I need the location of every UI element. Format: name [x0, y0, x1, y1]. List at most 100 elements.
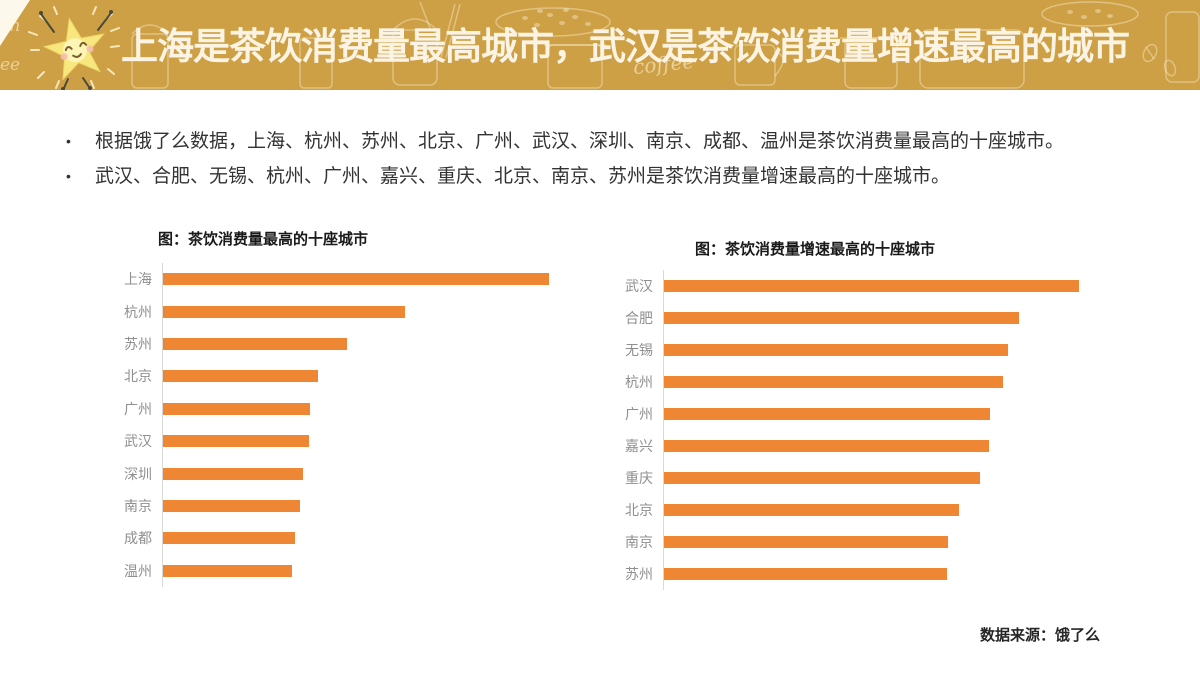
- chart-top-growth-cities: 图：茶饮消费量增速最高的十座城市 武汉合肥无锡杭州广州嘉兴重庆北京南京苏州: [614, 241, 1124, 590]
- bar: [163, 402, 310, 415]
- bullet-item-1: • 根据饿了么数据，上海、杭州、苏州、北京、广州、武汉、深圳、南京、成都、温州是…: [66, 130, 1064, 153]
- chart-row: 温州: [113, 554, 583, 587]
- category-label: 嘉兴: [625, 438, 653, 454]
- bar-track: [162, 263, 583, 296]
- chart-title: 图：茶饮消费量增速最高的十座城市: [695, 241, 936, 258]
- chart-row: 苏州: [614, 558, 1124, 590]
- chart-row: 杭州: [113, 295, 583, 328]
- category-label: 成都: [124, 530, 152, 547]
- bar: [664, 280, 1079, 292]
- header-banner: sh ee coffee: [0, 0, 1200, 90]
- bar-track: [162, 360, 583, 393]
- banner-doodles: [131, 1, 1200, 89]
- bullet-text-1: 根据饿了么数据，上海、杭州、苏州、北京、广州、武汉、深圳、南京、成都、温州是茶饮…: [95, 131, 1065, 152]
- doodle-word-sh: sh: [1, 16, 21, 36]
- bar: [163, 532, 295, 545]
- bar-track: [663, 270, 1124, 302]
- bar-track: [162, 457, 583, 490]
- bar-track: [663, 334, 1124, 366]
- bullet-item-2: • 武汉、合肥、无锡、杭州、广州、嘉兴、重庆、北京、南京、苏州是茶饮消费量增速最…: [66, 165, 1064, 188]
- bar-track: [162, 424, 583, 458]
- chart-row: 杭州: [614, 366, 1124, 398]
- chart-row: 深圳: [113, 457, 583, 490]
- bar-track: [663, 430, 1124, 462]
- bullet-text-2: 武汉、合肥、无锡、杭州、广州、嘉兴、重庆、北京、南京、苏州是茶饮消费量增速最高的…: [95, 166, 951, 187]
- chart-plot-area: 武汉合肥无锡杭州广州嘉兴重庆北京南京苏州: [614, 270, 1124, 590]
- category-label: 北京: [124, 368, 152, 385]
- bar-track: [663, 494, 1124, 526]
- bar-track: [162, 522, 583, 555]
- chart-row: 重庆: [614, 462, 1124, 494]
- bar: [664, 408, 990, 420]
- doodle-word-ee: ee: [0, 55, 21, 75]
- chart-row: 合肥: [614, 302, 1124, 334]
- bar: [664, 472, 980, 484]
- category-label: 杭州: [625, 374, 653, 390]
- chart-title: 图：茶饮消费量最高的十座城市: [158, 231, 369, 248]
- bar: [163, 435, 309, 448]
- chart-row: 北京: [113, 360, 583, 393]
- bar-track: [663, 366, 1124, 398]
- bar: [664, 568, 947, 580]
- chart-row: 南京: [113, 489, 583, 523]
- chart-row: 苏州: [113, 327, 583, 361]
- category-label: 苏州: [124, 335, 152, 352]
- category-label: 温州: [124, 562, 152, 579]
- bar: [163, 499, 300, 512]
- chart-plot-area: 上海杭州苏州北京广州武汉深圳南京成都温州: [113, 263, 583, 587]
- bullet-dot: •: [66, 133, 71, 149]
- category-label: 广州: [625, 406, 653, 422]
- bar: [664, 440, 989, 452]
- bar-track: [162, 489, 583, 523]
- chart-row: 嘉兴: [614, 430, 1124, 462]
- category-label: 北京: [625, 502, 653, 518]
- bar-track: [663, 462, 1124, 494]
- bar: [664, 376, 1003, 388]
- category-label: 杭州: [124, 303, 152, 320]
- bar: [163, 564, 292, 577]
- chart-row: 广州: [113, 392, 583, 425]
- category-label: 合肥: [625, 310, 653, 326]
- data-source-note: 数据来源：饿了么: [980, 627, 1101, 644]
- chart-row: 成都: [113, 522, 583, 555]
- category-label: 南京: [124, 497, 152, 514]
- category-label: 苏州: [625, 566, 653, 582]
- category-label: 广州: [124, 400, 152, 417]
- category-label: 上海: [124, 271, 152, 288]
- bar: [163, 273, 549, 286]
- category-label: 深圳: [124, 465, 152, 482]
- bar-track: [162, 392, 583, 425]
- category-label: 武汉: [625, 278, 653, 294]
- bar: [163, 337, 347, 350]
- bar: [163, 467, 303, 480]
- bar: [163, 370, 318, 383]
- bar: [664, 504, 959, 516]
- chart-row: 无锡: [614, 334, 1124, 366]
- page-title: 上海是茶饮消费量最高城市，武汉是茶饮消费量增速最高的城市: [121, 26, 1130, 67]
- bar: [163, 305, 405, 318]
- bar: [664, 312, 1019, 324]
- corner-decoration: [0, 0, 30, 46]
- bar-track: [663, 526, 1124, 558]
- bar-track: [162, 327, 583, 361]
- bullet-list: • 根据饿了么数据，上海、杭州、苏州、北京、广州、武汉、深圳、南京、成都、温州是…: [66, 130, 1064, 200]
- bar-track: [663, 558, 1124, 590]
- category-label: 重庆: [625, 470, 653, 486]
- bar-track: [162, 554, 583, 587]
- category-label: 无锡: [625, 342, 653, 358]
- bar: [664, 536, 948, 548]
- bar-track: [162, 295, 583, 328]
- chart-row: 北京: [614, 494, 1124, 526]
- chart-top-consumption-cities: 图：茶饮消费量最高的十座城市 上海杭州苏州北京广州武汉深圳南京成都温州: [113, 231, 583, 587]
- category-label: 武汉: [124, 433, 152, 450]
- bar-track: [663, 302, 1124, 334]
- chart-row: 广州: [614, 398, 1124, 430]
- bar-track: [663, 398, 1124, 430]
- chart-row: 武汉: [614, 270, 1124, 302]
- chart-row: 南京: [614, 526, 1124, 558]
- bar: [664, 344, 1008, 356]
- chart-row: 上海: [113, 263, 583, 296]
- star-mascot-icon: [28, 6, 120, 90]
- category-label: 南京: [625, 534, 653, 550]
